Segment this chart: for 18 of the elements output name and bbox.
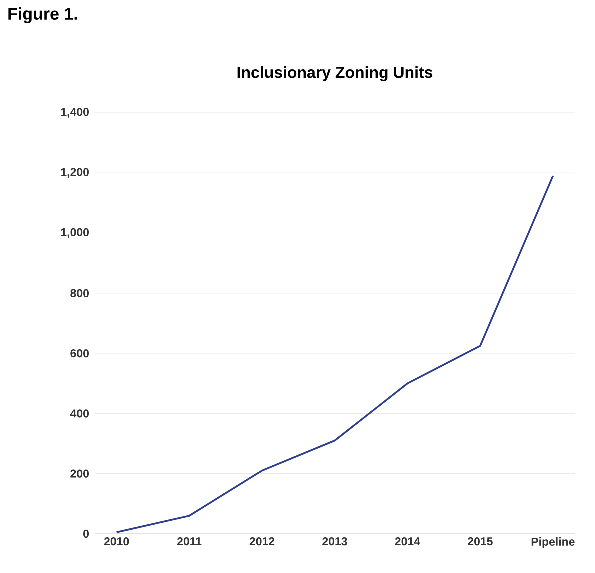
y-tick-label: 400 [70,410,89,418]
x-tick-label: 2014 [395,538,420,546]
y-tick-label: 0 [84,530,90,538]
line-series [116,175,554,534]
y-tick-label: 1,200 [61,168,89,178]
caption: Figure 1. [8,8,78,24]
y-tick-label: 1,000 [61,228,89,238]
y-tick-label: 800 [70,289,89,298]
x-tick-label: 2012 [250,538,275,546]
x-tick-label: Pipeline [532,538,575,548]
x-tick-label: 2013 [322,538,348,546]
chart-title: Inclusionary Zoning Units [238,66,433,82]
x-tick-label: 2011 [177,538,202,546]
y-tick-label: 1,400 [61,108,89,118]
y-tick-label: 600 [70,349,89,358]
y-tick-label: 200 [70,470,89,478]
x-tick-label: 2015 [468,538,493,546]
x-tick-label: 2010 [104,538,130,546]
